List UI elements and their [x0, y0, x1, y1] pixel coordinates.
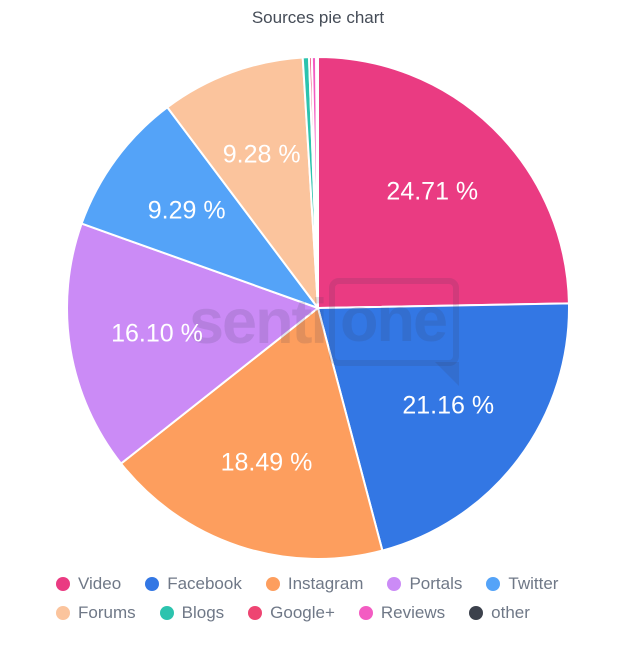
legend: Video Facebook Instagram Portals Twitter Foru… [56, 574, 600, 623]
legend-dot-icon [56, 606, 70, 620]
legend-item-instagram[interactable]: Instagram [265, 574, 364, 594]
legend-item-google[interactable]: Google+ [248, 603, 335, 623]
legend-item-twitter[interactable]: Twitter [486, 574, 558, 594]
legend-item-facebook[interactable]: Facebook [145, 574, 242, 594]
legend-label: Reviews [380, 603, 446, 622]
pie-slice-twitter[interactable] [80, 106, 319, 309]
legend-dot-icon [248, 606, 263, 620]
legend-label: Forums [78, 603, 136, 622]
legend-dot-icon [56, 577, 70, 591]
legend-label: Blogs [181, 603, 225, 622]
pie-slice-instagram[interactable] [120, 307, 384, 560]
legend-label: Instagram [287, 574, 364, 593]
legend-label: Video [78, 574, 122, 593]
pie-slice-portals[interactable] [66, 222, 319, 465]
legend-label: Google+ [270, 603, 335, 622]
legend-item-blogs[interactable]: Blogs [159, 603, 225, 623]
legend-label: Facebook [167, 574, 242, 593]
legend-label: other [491, 603, 530, 622]
pie-slice-forums[interactable] [166, 56, 319, 309]
legend-dot-icon [469, 606, 484, 620]
pie-slice-facebook[interactable] [317, 302, 570, 552]
legend-item-reviews[interactable]: Reviews [358, 603, 446, 623]
legend-item-other[interactable]: other [469, 603, 530, 623]
legend-item-video[interactable]: Video [56, 574, 121, 594]
legend-dot-icon [265, 577, 280, 591]
legend-label: Portals [409, 574, 463, 593]
legend-dot-icon [159, 606, 174, 620]
pie-slice-other[interactable] [315, 56, 319, 309]
chart-title: Sources pie chart [251, 8, 385, 27]
pie-slice-video[interactable] [317, 56, 570, 309]
legend-dot-icon [486, 577, 501, 591]
legend-item-portals[interactable]: Portals [387, 574, 462, 594]
legend-dot-icon [358, 606, 373, 620]
legend-item-forums[interactable]: Forums [56, 603, 136, 623]
legend-label: Twitter [508, 574, 559, 593]
legend-dot-icon [387, 577, 402, 591]
legend-dot-icon [145, 577, 160, 591]
